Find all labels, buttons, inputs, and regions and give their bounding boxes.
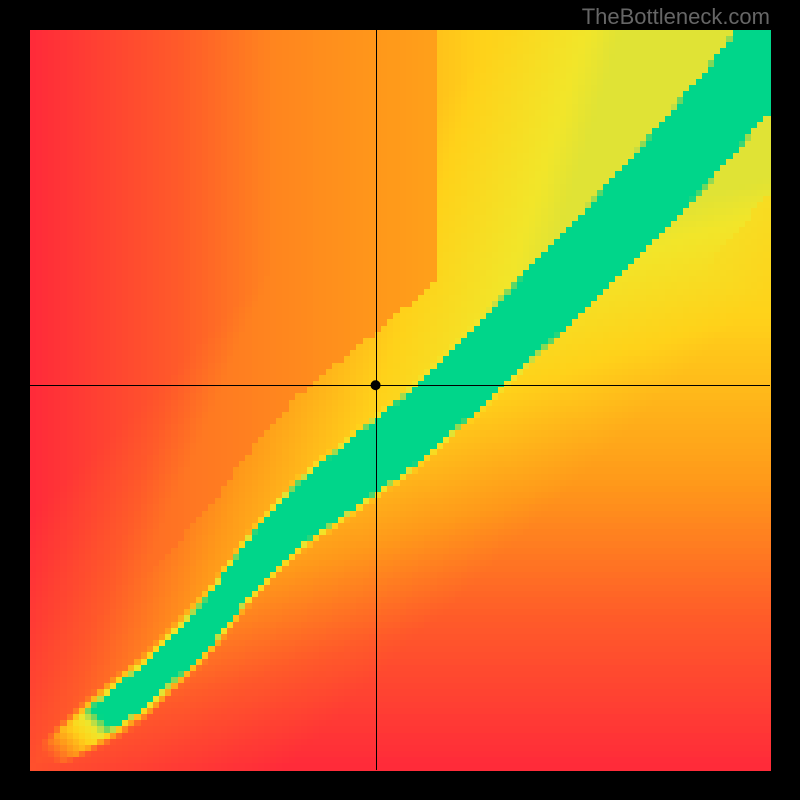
crosshair-overlay: [0, 0, 800, 800]
chart-frame: TheBottleneck.com: [0, 0, 800, 800]
